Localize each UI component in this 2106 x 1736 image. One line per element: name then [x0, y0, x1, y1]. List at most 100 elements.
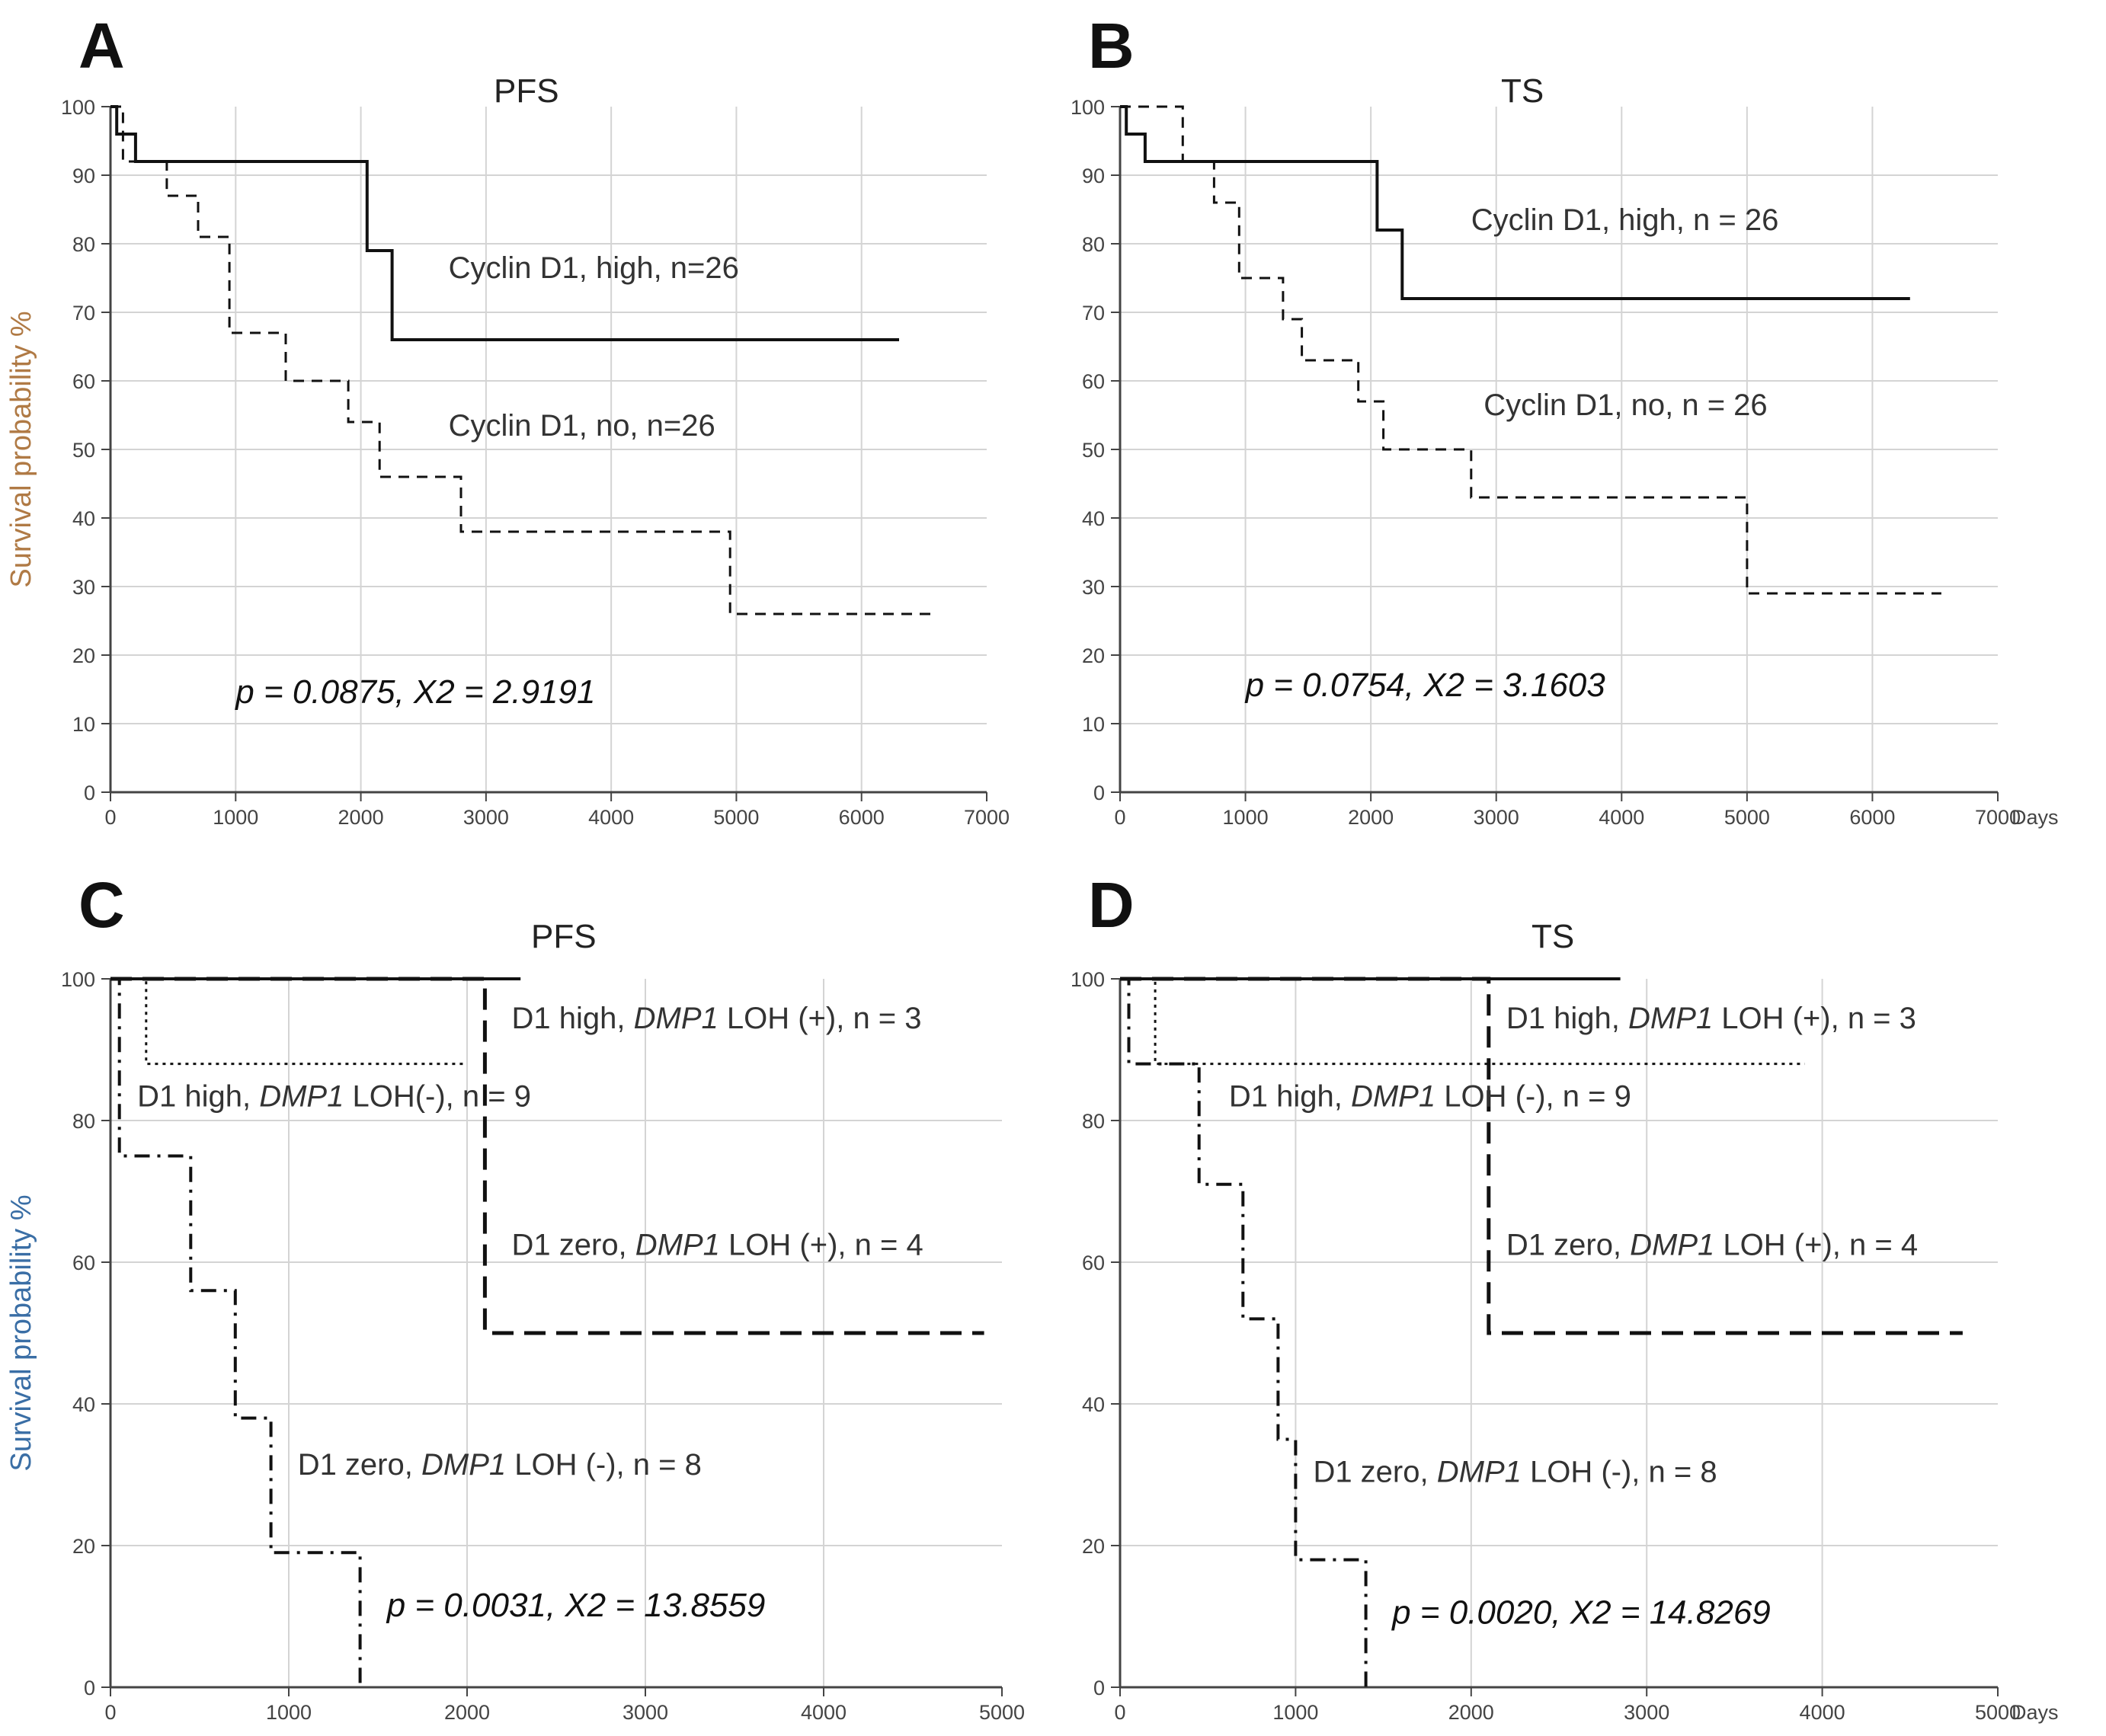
y-tick-label: 0: [84, 1677, 95, 1699]
panel-a: A PFS 0 1000 2000 3000 4000 5000 6000 7000 0 10 20…: [0, 0, 1053, 838]
stat-annotation: p = 0.0020, X2 = 14.8269: [1391, 1594, 1771, 1631]
panel-d-chart: 0 1000 2000 3000 4000 5000 0 20 40 60 80 100 Days D1 …: [1071, 968, 2059, 1724]
series-annotation: D1 high, DMP1 LOH (-), n = 9: [1229, 1079, 1631, 1113]
y-tick-label: 100: [61, 96, 95, 119]
y-tick-label: 90: [72, 165, 95, 187]
annotation-suffix: LOH (+), n = 4: [1714, 1229, 1918, 1262]
x-tick-label: 2000: [338, 806, 384, 829]
annotation-gene: DMP1: [259, 1079, 344, 1113]
x-tick-label: 5000: [1724, 806, 1770, 829]
panel-c-chart: 0 1000 2000 3000 4000 5000 0 20 40 60 80 100 Surviva…: [5, 968, 1025, 1724]
x-tick-label: 0: [1114, 806, 1125, 829]
y-tick-label: 80: [72, 233, 95, 256]
series-annotation: D1 high, DMP1 LOH(-), n = 9: [137, 1079, 531, 1113]
y-tick-label: 60: [1082, 370, 1105, 393]
y-tick-label: 100: [1071, 968, 1105, 991]
y-tick-label: 60: [72, 1252, 95, 1274]
annotation-prefix: D1 zero,: [1313, 1455, 1436, 1488]
x-tick-label: 2000: [1448, 1701, 1494, 1724]
annotation-gene: DMP1: [1630, 1229, 1714, 1262]
y-tick-label: 50: [72, 439, 95, 462]
y-tick-label: 20: [1082, 1535, 1105, 1558]
annotation-suffix: LOH (+), n = 3: [719, 1002, 922, 1035]
series-annotation: Cyclin D1, high, n=26: [449, 251, 739, 285]
series-annotation: Cyclin D1, no, n = 26: [1483, 388, 1767, 422]
series-dashed-line: [1120, 105, 1941, 595]
y-tick-label: 40: [1082, 507, 1105, 530]
x-tick-label: 4000: [1599, 806, 1644, 829]
x-tick-label: 2000: [1348, 806, 1394, 829]
y-tick-label: 50: [1082, 439, 1105, 462]
x-tick-label: 4000: [1800, 1701, 1845, 1724]
x-tick-label: 5000: [1975, 1701, 2021, 1724]
y-tick-label: 20: [1082, 644, 1105, 667]
y-tick-label: 80: [72, 1110, 95, 1133]
series-annotation: D1 zero, DMP1 LOH (-), n = 8: [298, 1448, 702, 1482]
annotation-gene: DMP1: [1628, 1002, 1713, 1035]
y-tick-label: 100: [61, 968, 95, 991]
x-tick-label: 3000: [623, 1701, 668, 1724]
x-tick-label: 2000: [444, 1701, 490, 1724]
x-axis-unit: Days: [2012, 1701, 2059, 1724]
series-longdash-line: [1120, 977, 1963, 1335]
y-tick-label: 0: [1093, 782, 1105, 804]
panel-b-title: TS: [1501, 72, 1544, 110]
y-tick-label: 20: [72, 1535, 95, 1558]
x-tick-label: 3000: [1474, 806, 1519, 829]
y-tick-label: 40: [1082, 1393, 1105, 1416]
y-tick-label: 10: [1082, 713, 1105, 736]
series-annotation: D1 zero, DMP1 LOH (+), n = 4: [1506, 1229, 1918, 1262]
series-annotation: D1 zero, DMP1 LOH (+), n = 4: [512, 1229, 923, 1262]
x-tick-label: 1000: [1223, 806, 1269, 829]
annotation-prefix: D1 high,: [1506, 1002, 1628, 1035]
x-tick-label: 3000: [1624, 1701, 1669, 1724]
series-annotation: D1 high, DMP1 LOH (+), n = 3: [512, 1002, 922, 1035]
annotation-suffix: LOH (-), n = 8: [506, 1448, 702, 1482]
x-tick-label: 5000: [979, 1701, 1025, 1724]
x-tick-label: 3000: [463, 806, 509, 829]
annotation-suffix: LOH (-), n = 9: [1435, 1079, 1631, 1113]
y-tick-label: 60: [72, 370, 95, 393]
y-tick-label: 100: [1071, 96, 1105, 119]
annotation-prefix: D1 high,: [1229, 1079, 1351, 1113]
series-annotation: D1 zero, DMP1 LOH (-), n = 8: [1313, 1455, 1717, 1488]
annotation-prefix: D1 high,: [512, 1002, 634, 1035]
x-tick-label: 1000: [213, 806, 258, 829]
x-tick-label: 4000: [801, 1701, 847, 1724]
x-tick-label: 1000: [1272, 1701, 1318, 1724]
y-tick-label: 40: [72, 1393, 95, 1416]
panel-b-chart: 0 1000 2000 3000 4000 5000 6000 7000 0 10 20 30 40 50…: [1071, 96, 2059, 829]
y-tick-label: 80: [1082, 1110, 1105, 1133]
y-axis-label: Survival probability %: [5, 311, 37, 587]
y-tick-label: 30: [72, 576, 95, 599]
y-tick-label: 0: [84, 782, 95, 804]
x-tick-label: 1000: [266, 1701, 312, 1724]
y-tick-label: 70: [1082, 302, 1105, 325]
annotation-prefix: D1 zero,: [512, 1229, 635, 1262]
panel-letter-d: D: [1088, 869, 1135, 941]
stat-annotation: p = 0.0031, X2 = 13.8559: [386, 1587, 766, 1624]
y-tick-label: 80: [1082, 233, 1105, 256]
panel-letter-b: B: [1088, 10, 1135, 82]
panel-d: D TS 0 1000 2000 3000 4000 5000 0 20 40 60 80 100 Da…: [1053, 868, 2106, 1736]
series-dashed-line: [110, 105, 931, 615]
x-tick-label: 4000: [588, 806, 634, 829]
annotation-gene: DMP1: [634, 1002, 719, 1035]
annotation-gene: DMP1: [1437, 1455, 1522, 1488]
y-tick-label: 10: [72, 713, 95, 736]
annotation-suffix: LOH (+), n = 4: [720, 1229, 923, 1262]
annotation-suffix: LOH(-), n = 9: [344, 1079, 531, 1113]
x-tick-label: 6000: [839, 806, 885, 829]
annotation-gene: DMP1: [421, 1448, 506, 1482]
panel-letter-c: C: [78, 869, 125, 941]
y-tick-label: 90: [1082, 165, 1105, 187]
y-tick-label: 0: [1093, 1677, 1105, 1699]
x-tick-label: 0: [1114, 1701, 1125, 1724]
x-tick-label: 0: [104, 1701, 116, 1724]
y-tick-label: 60: [1082, 1252, 1105, 1274]
series-annotation: Cyclin D1, high, n = 26: [1471, 203, 1779, 237]
y-tick-label: 20: [72, 644, 95, 667]
panel-c: C PFS 0 1000 2000 3000 4000 5000 0 20 40 60 80 100 S…: [0, 868, 1053, 1736]
y-tick-label: 70: [72, 302, 95, 325]
panel-a-chart: 0 1000 2000 3000 4000 5000 6000 7000 0 10 20 30 40 50…: [5, 96, 1010, 829]
